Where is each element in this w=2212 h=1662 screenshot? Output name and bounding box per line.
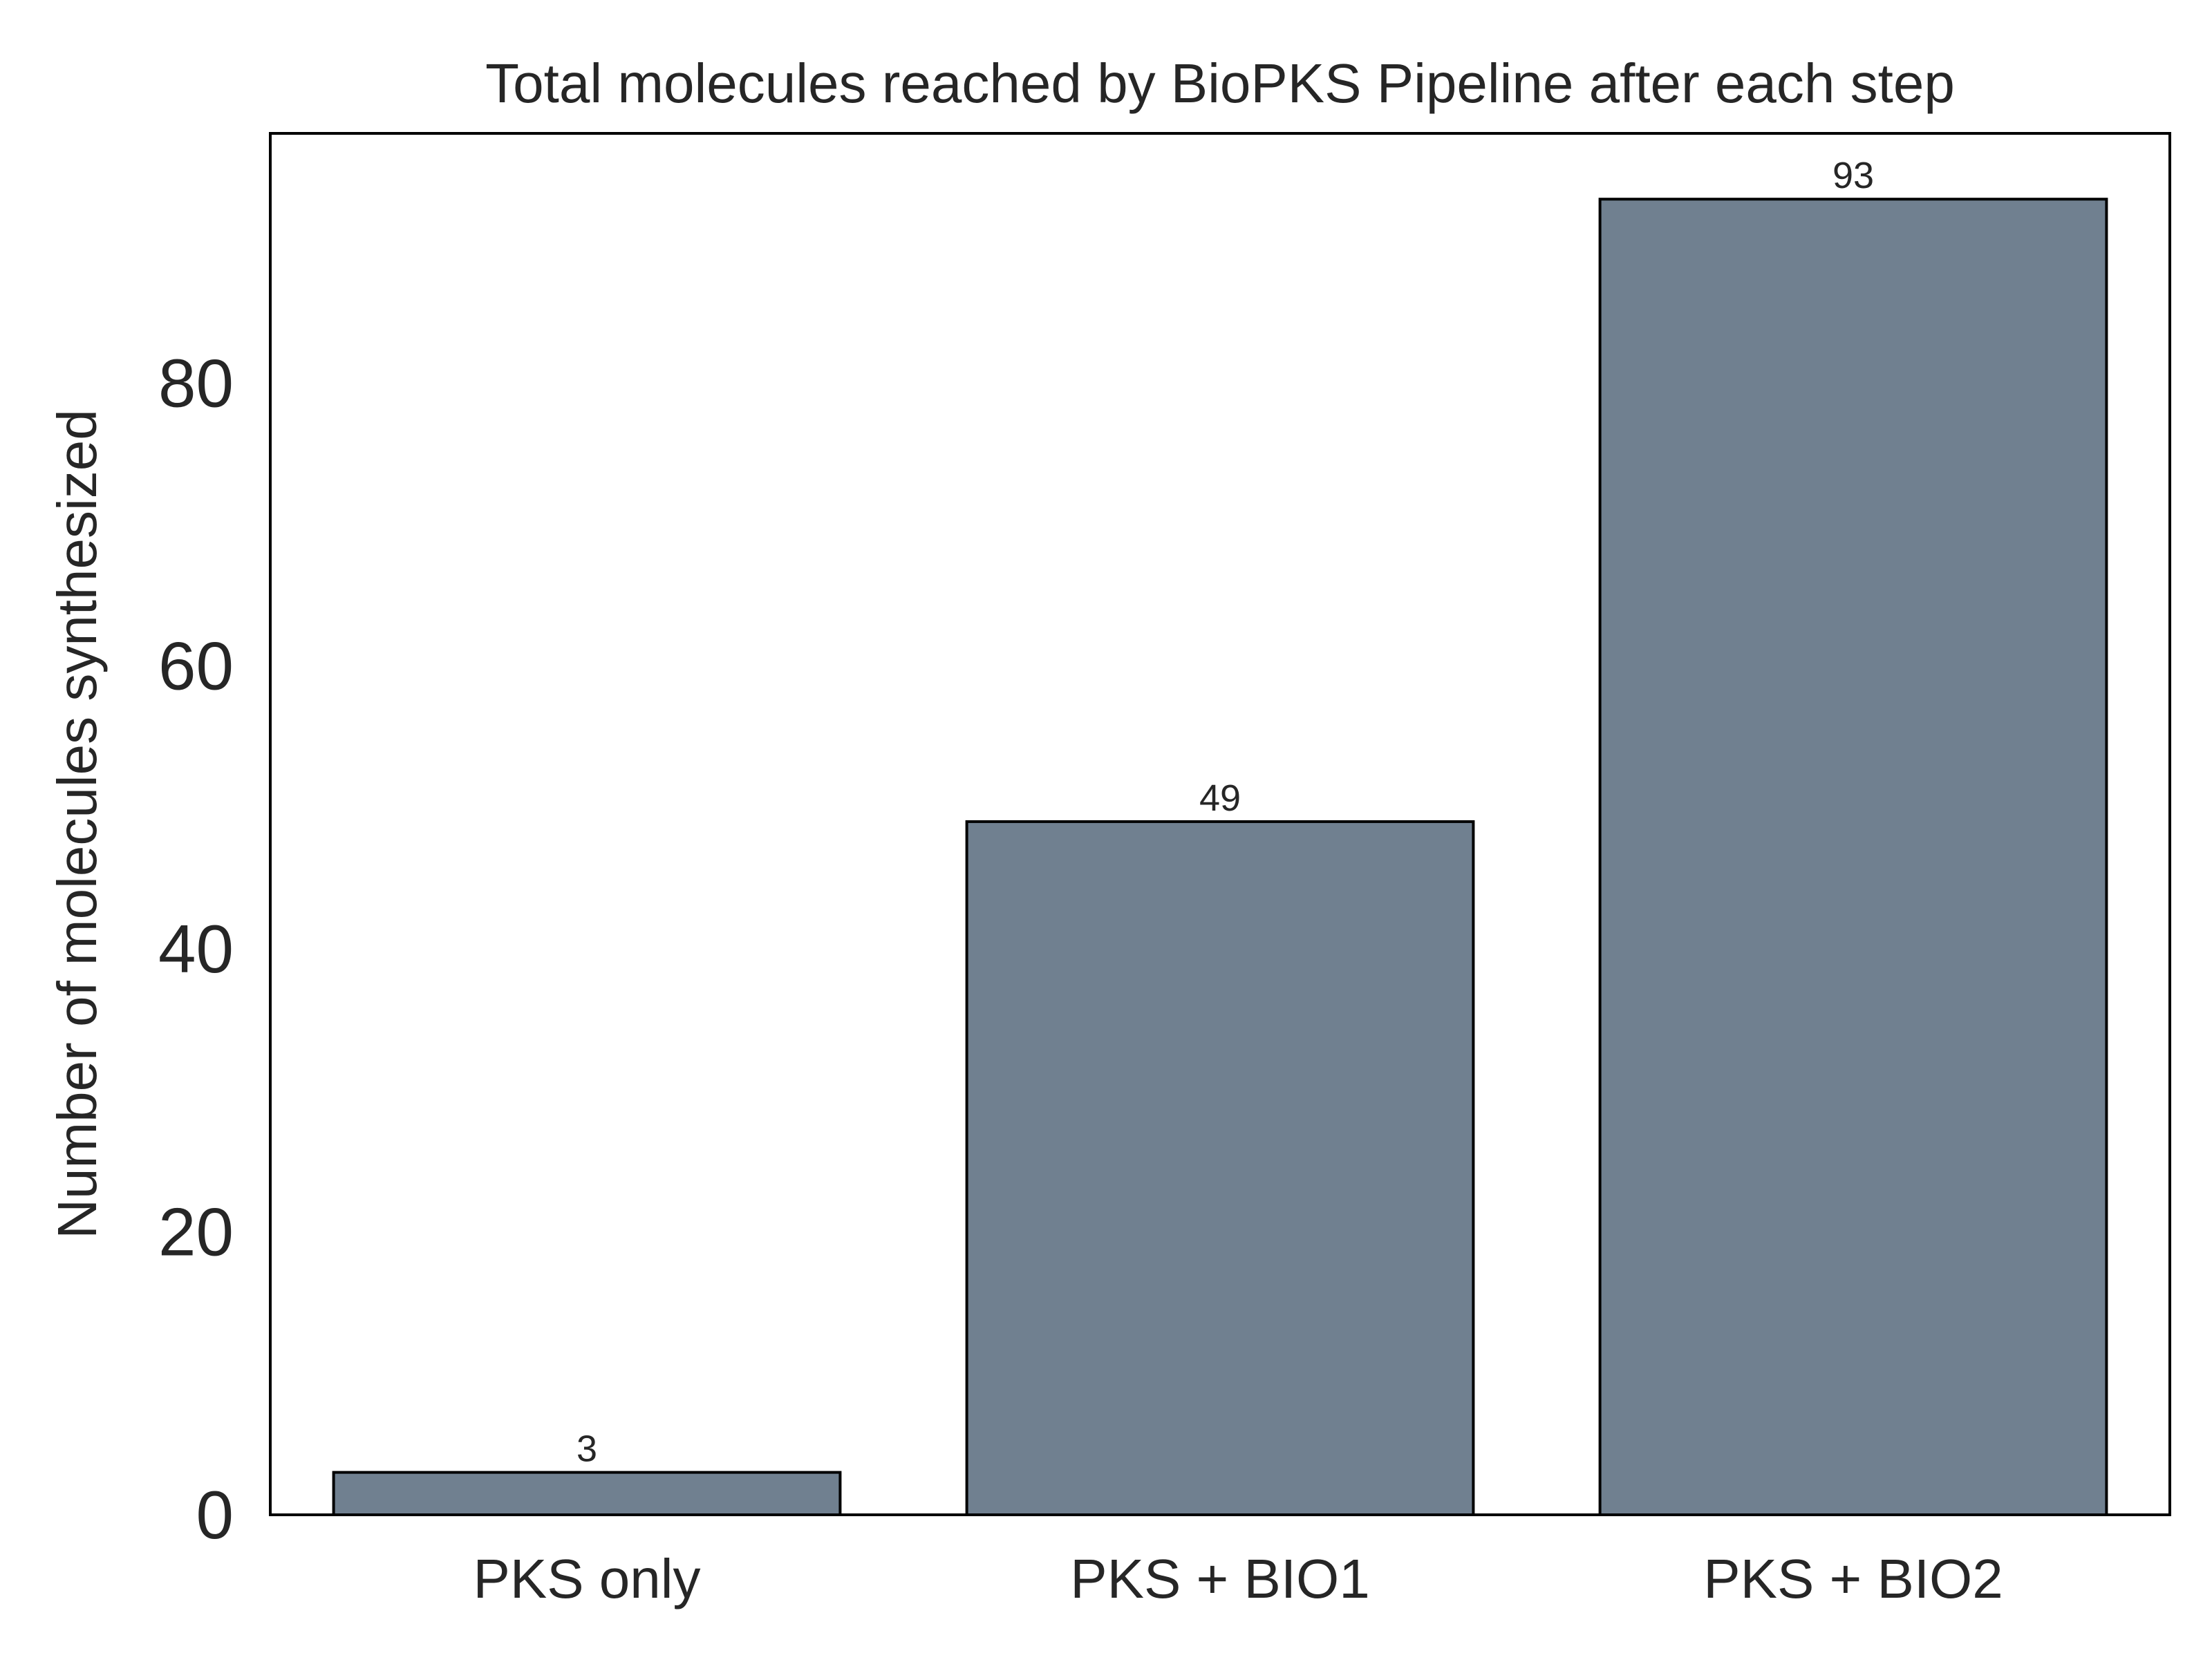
x-axis-ticks: PKS only PKS + BIO1 PKS + BIO2 bbox=[473, 1548, 2003, 1609]
y-axis-ticks: 0 20 40 60 80 bbox=[158, 345, 234, 1553]
bars-group bbox=[332, 198, 2108, 1517]
bar-3 bbox=[1598, 198, 2108, 1517]
data-label-2: 49 bbox=[1199, 777, 1241, 819]
y-tick-label-80: 80 bbox=[158, 345, 234, 421]
bar-1 bbox=[332, 1471, 842, 1516]
y-axis-label: Number of molecules synthesized bbox=[46, 409, 108, 1239]
x-tick-label-2: PKS + BIO1 bbox=[1070, 1548, 1370, 1609]
data-label-3: 93 bbox=[1833, 155, 1874, 196]
y-tick-label-0: 0 bbox=[196, 1477, 234, 1553]
y-tick-label-40: 40 bbox=[158, 911, 234, 987]
y-tick-label-60: 60 bbox=[158, 628, 234, 704]
data-labels-group: 3 49 93 bbox=[577, 155, 1874, 1469]
data-label-1: 3 bbox=[577, 1428, 597, 1470]
x-tick-label-1: PKS only bbox=[473, 1548, 700, 1609]
plot-area-frame bbox=[269, 132, 2171, 1516]
x-tick-label-3: PKS + BIO2 bbox=[1703, 1548, 2003, 1609]
y-tick-label-20: 20 bbox=[158, 1194, 234, 1270]
bar-2 bbox=[965, 820, 1475, 1517]
chart-title: Total molecules reached by BioPKS Pipeli… bbox=[485, 53, 1955, 114]
